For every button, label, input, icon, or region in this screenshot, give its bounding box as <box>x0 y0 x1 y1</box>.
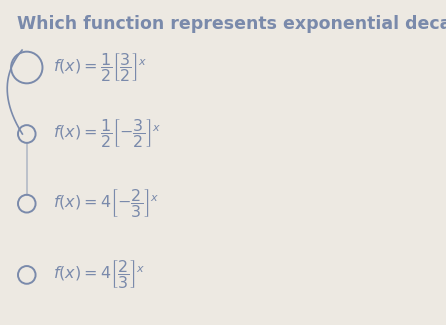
Text: $f(x) = \dfrac{1}{2}\left[-\dfrac{3}{2}\right]^{x}$: $f(x) = \dfrac{1}{2}\left[-\dfrac{3}{2}\… <box>53 118 161 150</box>
Text: $f(x) = 4\left[\dfrac{2}{3}\right]^{x}$: $f(x) = 4\left[\dfrac{2}{3}\right]^{x}$ <box>53 258 145 292</box>
Text: Which function represents exponential decay?: Which function represents exponential de… <box>17 15 446 33</box>
Text: $f(x) = \dfrac{1}{2}\left[\dfrac{3}{2}\right]^{x}$: $f(x) = \dfrac{1}{2}\left[\dfrac{3}{2}\r… <box>53 51 147 84</box>
Text: $f(x) = 4\left[-\dfrac{2}{3}\right]^{x}$: $f(x) = 4\left[-\dfrac{2}{3}\right]^{x}$ <box>53 187 159 220</box>
